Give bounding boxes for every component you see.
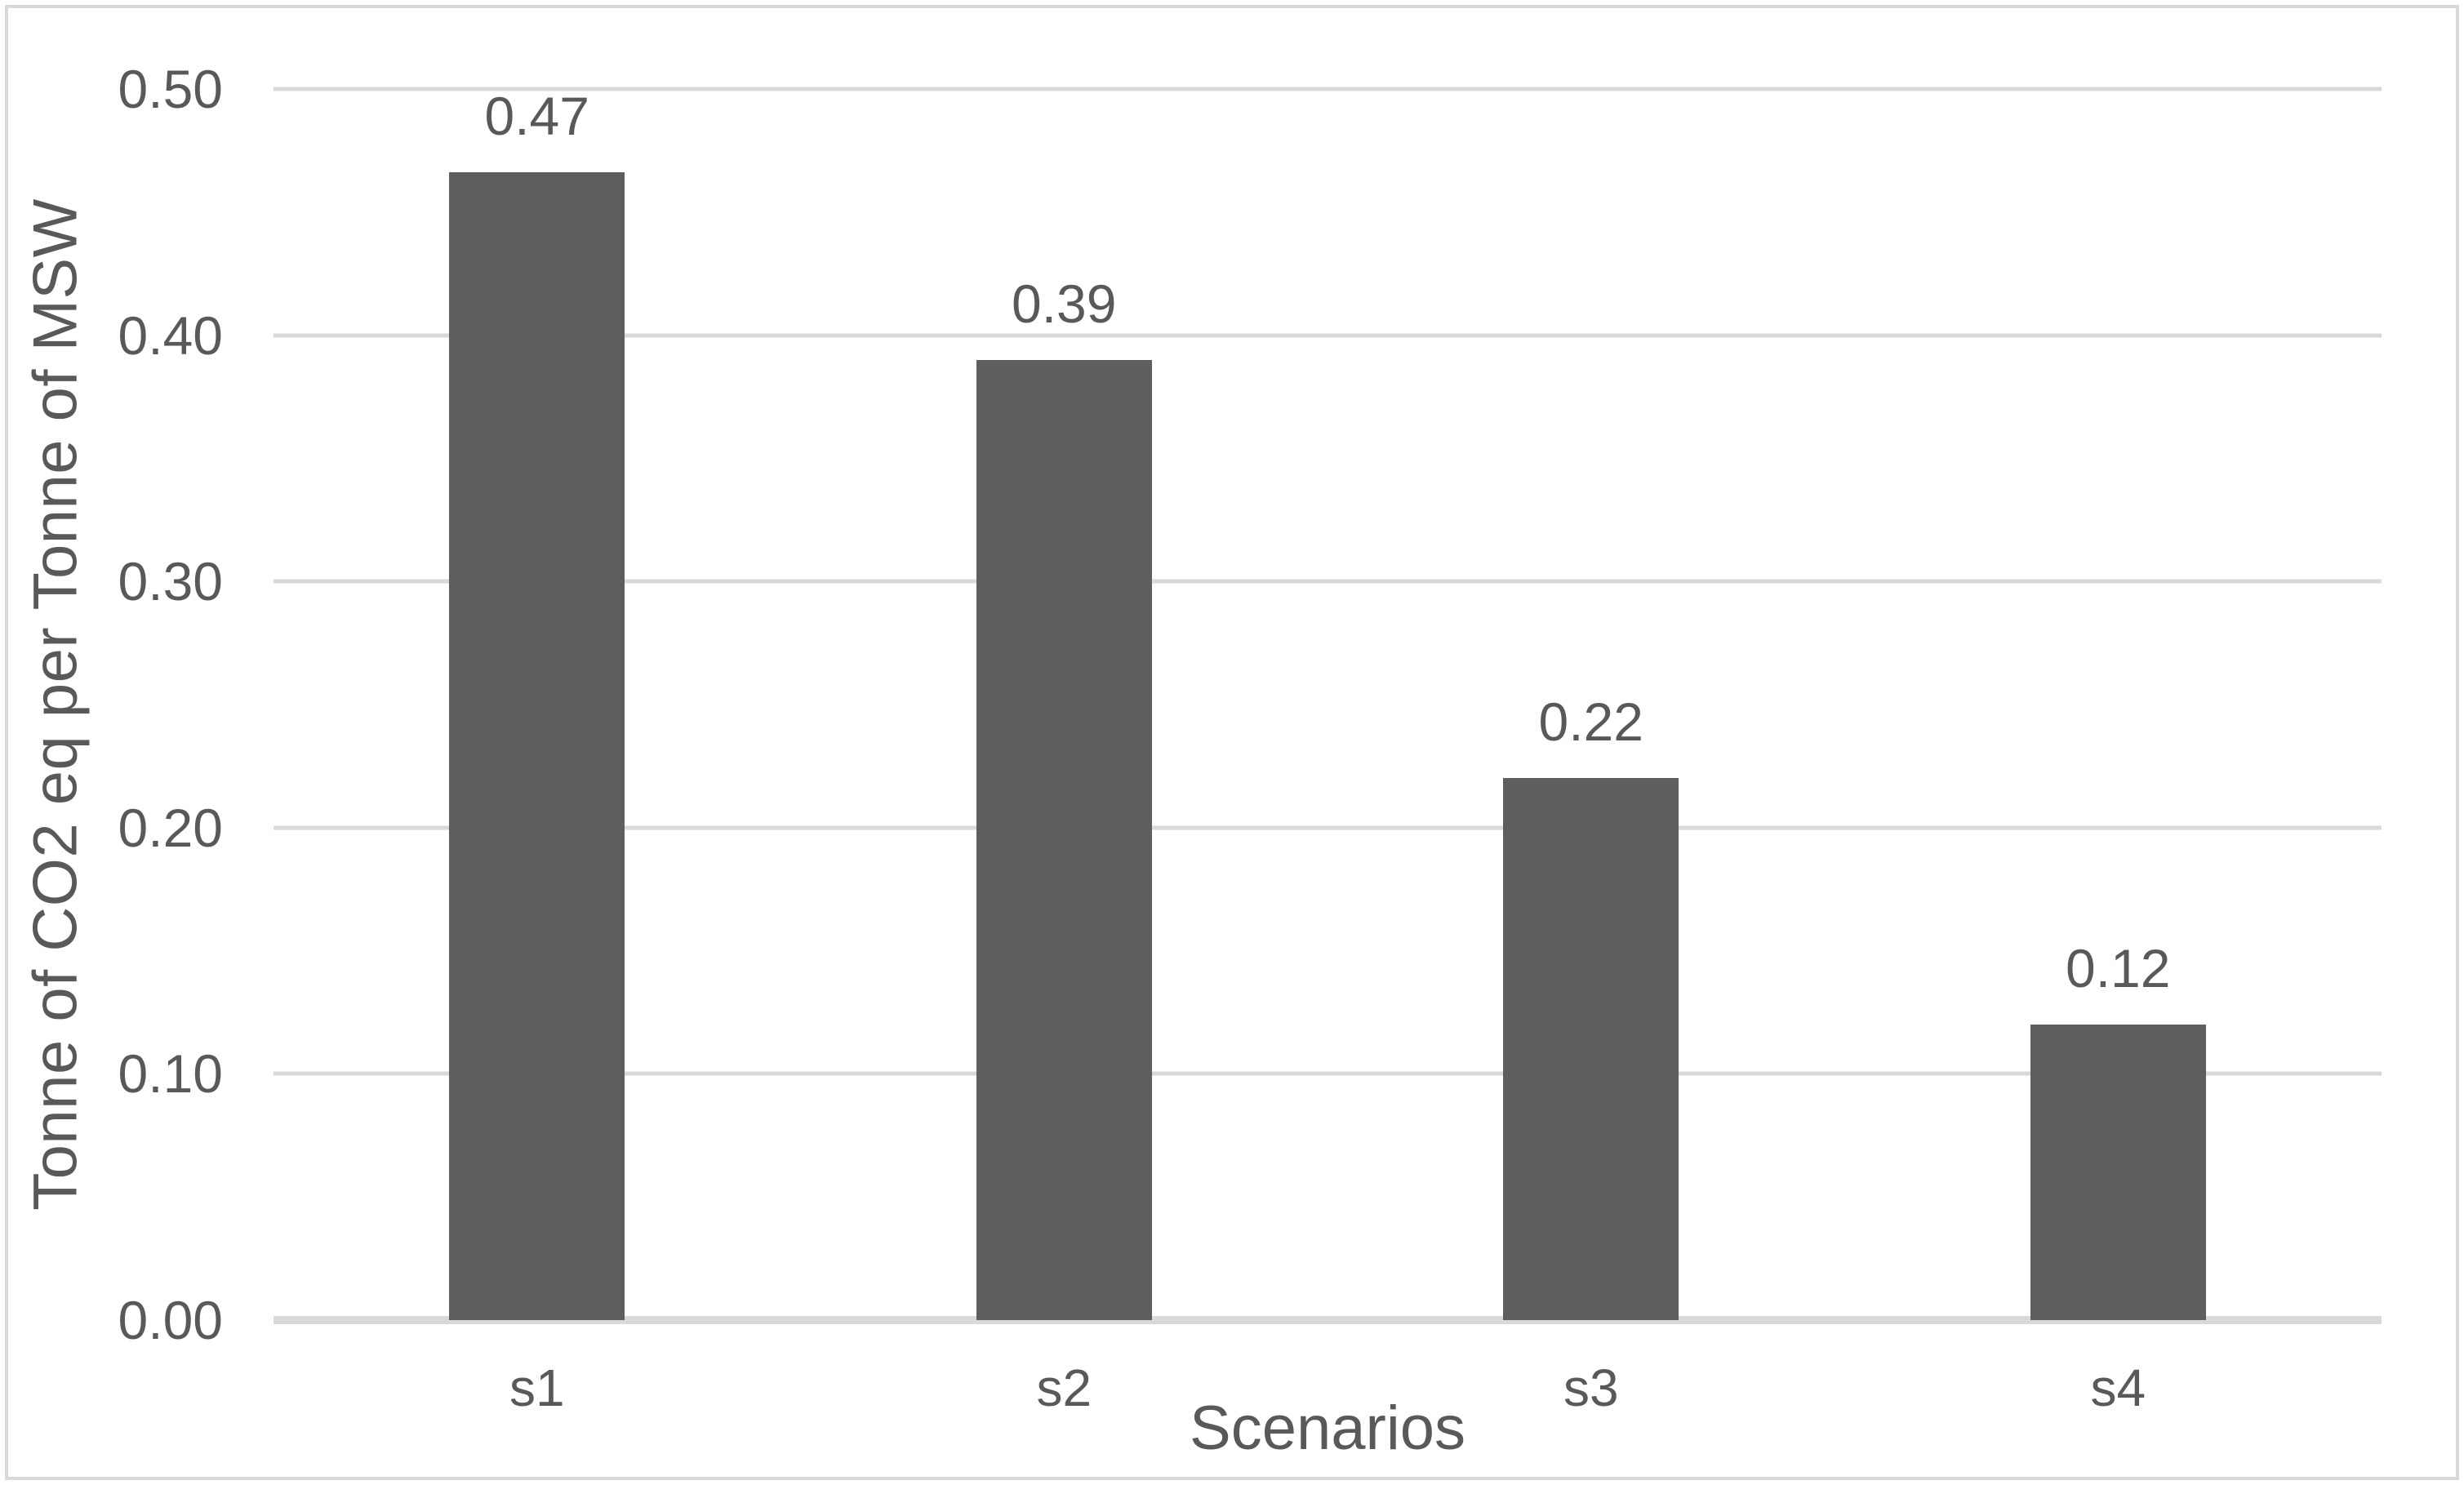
category-label-s2: s2 [1036, 1358, 1092, 1417]
y-tick-label-0.50: 0.50 [118, 59, 223, 119]
x-axis-title: Scenarios [1190, 1394, 1466, 1463]
x-axis-category-labels: s1 s2 s3 s4 [274, 1362, 2382, 1414]
x-axis-baseline [274, 1316, 2382, 1324]
data-label-s4: 0.12 [2066, 938, 2171, 999]
category-label-s3: s3 [1563, 1358, 1619, 1417]
data-label-s2: 0.39 [1012, 273, 1117, 334]
bar-column-s2: 0.39 [801, 89, 1328, 1320]
bar-column-s3: 0.22 [1328, 89, 1855, 1320]
y-tick-label-0.10: 0.10 [118, 1043, 223, 1105]
gridline-0.20 [274, 825, 2382, 830]
y-tick-label-0.30: 0.30 [118, 551, 223, 612]
gridline-0.40 [274, 333, 2382, 338]
category-label-s1: s1 [509, 1358, 565, 1417]
y-tick-label-0.20: 0.20 [118, 797, 223, 858]
data-label-s1: 0.47 [484, 86, 589, 146]
gridline-0.10 [274, 1071, 2382, 1076]
y-tick-label-0.00: 0.00 [118, 1290, 223, 1350]
bar-s2[interactable] [976, 359, 1152, 1320]
category-label-s4: s4 [2090, 1358, 2146, 1417]
bar-s3[interactable] [1503, 778, 1679, 1320]
bar-column-s4: 0.12 [1855, 89, 2382, 1320]
gridline-0.50 [274, 87, 2382, 91]
y-tick-label-0.40: 0.40 [118, 305, 223, 366]
bars-container: 0.47 0.39 0.22 0.12 [274, 89, 2382, 1320]
gridline-0.30 [274, 579, 2382, 584]
plot-area: 0.47 0.39 0.22 0.12 [274, 87, 2382, 1324]
y-axis-tick-labels: 0.00 0.10 0.20 0.30 0.40 0.50 [0, 62, 223, 1347]
bar-column-s1: 0.47 [274, 89, 801, 1320]
data-label-s3: 0.22 [1538, 691, 1643, 753]
bar-s4[interactable] [2030, 1025, 2206, 1320]
bar-s1[interactable] [449, 172, 625, 1320]
